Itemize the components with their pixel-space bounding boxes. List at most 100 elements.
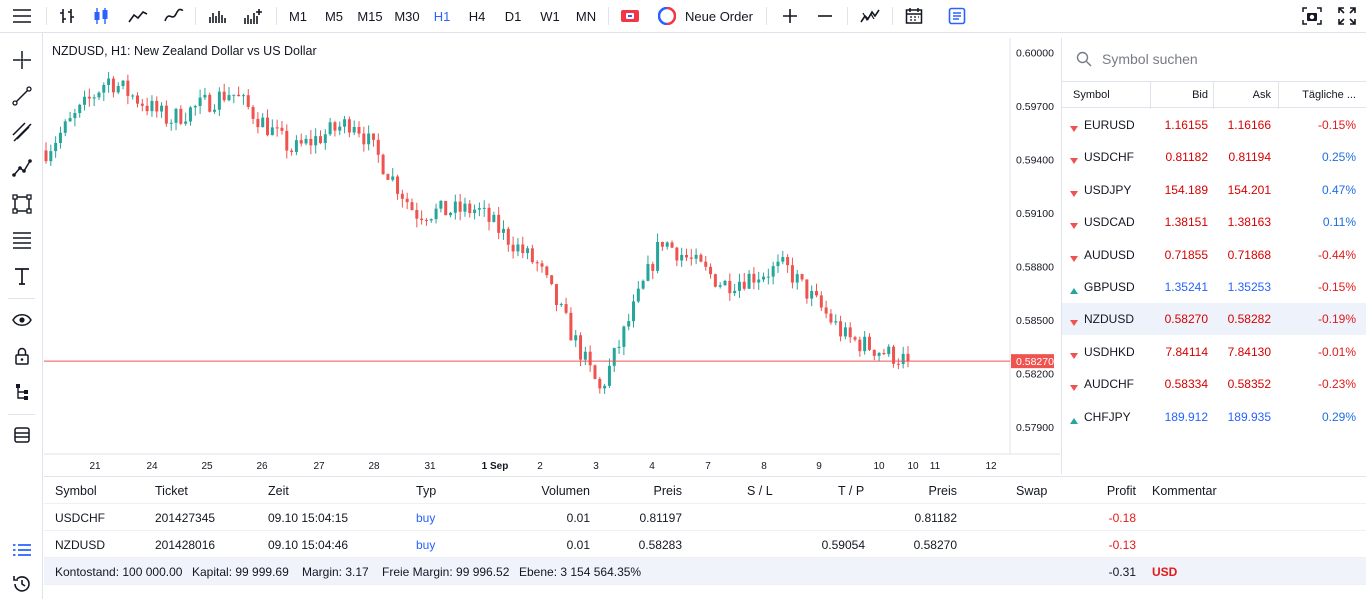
watchlist-row[interactable]: USDCAD 1.38151 1.38163 0.11% [1062,206,1366,238]
candle-body [588,351,592,366]
col-volume[interactable]: Volumen [541,484,590,498]
timeframe-m5[interactable]: M5 [324,8,344,24]
watchlist-change: 0.25% [1321,150,1356,165]
time-tick-label: 28 [368,461,380,472]
header-ask[interactable]: Ask [1252,89,1271,101]
symbol-search[interactable] [1062,38,1366,80]
line-chart-icon[interactable] [125,0,151,32]
menu-icon[interactable] [8,0,36,32]
timeframe-m1[interactable]: M1 [288,8,308,24]
screenshot-icon[interactable] [1298,0,1326,32]
arrow-down-icon [1070,218,1078,232]
candle-body [299,140,303,144]
col-comment[interactable]: Kommentar [1152,484,1217,498]
candlestick-chart[interactable]: 0.60000 0.59700 0.59400 0.59100 0.58800 0.585… [44,38,1060,474]
channel-icon[interactable] [6,118,37,146]
watchlist-row[interactable]: AUDUSD 0.71855 0.71868 -0.44% [1062,239,1366,271]
area-chart-icon[interactable] [161,0,187,32]
candle-body [487,207,491,222]
timeframe-h1[interactable]: H1 [433,8,451,24]
fullscreen-icon[interactable] [1334,0,1360,32]
text-icon[interactable] [6,262,37,290]
col-current-price[interactable]: Preis [928,484,957,498]
col-time[interactable]: Zeit [268,484,289,498]
candle-body [501,228,505,233]
object-tree-icon[interactable] [6,378,37,406]
watchlist-symbol: EURUSD [1084,118,1135,132]
timeframe-m30[interactable]: M30 [394,8,420,24]
candle-body [617,346,621,349]
watchlist-row[interactable]: NZDUSD 0.58270 0.58282 -0.19% [1062,303,1366,336]
account-margin-level: Ebene: 3 154 564.35% [519,565,642,579]
crosshair-icon[interactable] [6,46,37,74]
price-axis[interactable]: 0.60000 0.59700 0.59400 0.59100 0.58800 0.585… [1016,47,1054,434]
header-symbol[interactable]: Symbol [1073,89,1110,101]
toolbar-divider [46,7,47,25]
indicators-icon[interactable] [240,0,266,32]
header-daily-change[interactable]: Tägliche ... [1302,89,1356,101]
candle-body [848,327,852,338]
candle-body [347,119,351,133]
col-profit[interactable]: Profit [1106,484,1136,498]
time-axis[interactable]: 21 24 25 26 27 28 31 1 Sep 2 3 4 7 8 9 10 10 11 12 [89,461,997,472]
symbol-search-input[interactable] [1102,51,1322,67]
notes-icon[interactable] [944,0,970,32]
watchlist-ask: 0.81194 [1228,150,1272,165]
layers-icon[interactable] [6,421,37,449]
new-order-button[interactable]: Neue Order [657,0,758,32]
candles-icon[interactable] [88,0,114,32]
timeframe-h4[interactable]: H4 [468,8,486,24]
candle-body [815,290,819,296]
timeframe-w1[interactable]: W1 [540,8,560,24]
col-price[interactable]: Preis [653,484,682,498]
rectangle-icon[interactable] [6,190,37,218]
chart-title: NZDUSD, H1: New Zealand Dollar vs US Dol… [52,44,317,58]
position-row[interactable]: NZDUSD 201428016 09.10 15:04:46 buy 0.01… [44,531,1366,558]
polyline-icon[interactable] [6,154,37,182]
one-click-icon[interactable] [617,0,643,32]
watchlist-row[interactable]: AUDCHF 0.58334 0.58352 -0.23% [1062,368,1366,400]
position-tp[interactable]: 0.59054 [821,538,865,552]
list-icon[interactable] [6,536,37,564]
candle-body [400,193,404,199]
zoom-in-icon[interactable] [778,0,802,32]
timeframe-d1[interactable]: D1 [504,8,522,24]
time-tick-label: 24 [146,461,158,472]
watchlist-row[interactable]: CHFJPY 189.912 189.935 0.29% [1062,401,1366,433]
watchlist-row[interactable]: USDJPY 154.189 154.201 0.47% [1062,174,1366,206]
zoom-out-icon[interactable] [813,0,837,32]
col-ticket[interactable]: Ticket [155,484,188,498]
col-type[interactable]: Typ [416,484,437,498]
indicator-icon[interactable] [857,0,883,32]
trend-line-icon[interactable] [6,82,37,110]
calendar-icon[interactable] [901,0,927,32]
position-row[interactable]: USDCHF 201427345 09.10 15:04:15 buy 0.01… [44,504,1366,531]
toolbar-divider [195,7,196,25]
bar-chart-icon[interactable] [54,0,80,32]
candle-body [473,209,477,214]
candle-body [521,244,525,254]
candle-body [232,94,236,96]
toolbar-divider [892,7,893,25]
col-tp[interactable]: T / P [838,484,865,498]
candle-body [887,346,891,355]
history-icon[interactable] [6,570,37,598]
eye-icon[interactable] [6,306,37,334]
fibonacci-icon[interactable] [6,226,37,254]
volume-icon[interactable] [204,0,230,32]
timeframe-m15[interactable]: M15 [357,8,383,24]
col-sl[interactable]: S / L [747,484,773,498]
watchlist-row[interactable]: EURUSD 1.16155 1.16166 -0.15% [1062,109,1366,141]
col-symbol[interactable]: Symbol [55,484,97,498]
watchlist-row[interactable]: GBPUSD 1.35241 1.35253 -0.15% [1062,271,1366,303]
timeframe-mn[interactable]: MN [575,8,597,24]
watchlist-header: Symbol Bid Ask Tägliche ... [1062,81,1366,109]
header-bid[interactable]: Bid [1192,89,1208,101]
watchlist-row[interactable]: USDHKD 7.84114 7.84130 -0.01% [1062,336,1366,368]
candle-body [583,351,587,360]
watchlist-row[interactable]: USDCHF 0.81182 0.81194 0.25% [1062,141,1366,173]
price-chart[interactable]: 0.60000 0.59700 0.59400 0.59100 0.58800 0.585… [44,38,1060,474]
toolbar-divider [847,7,848,25]
col-swap[interactable]: Swap [1016,484,1048,498]
lock-icon[interactable] [6,342,37,370]
